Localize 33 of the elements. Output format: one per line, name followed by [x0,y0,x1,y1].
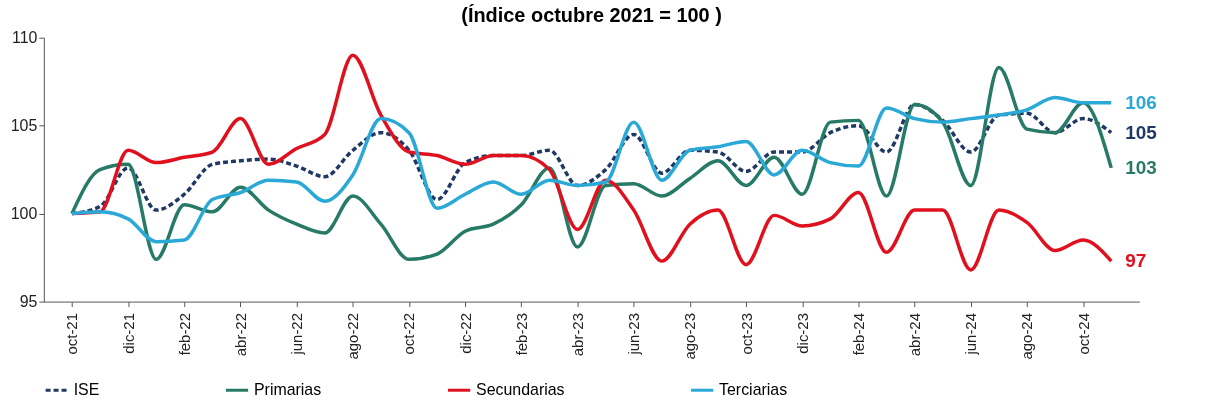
x-tick-label: ago-22 [344,313,362,360]
legend-label: Terciarias [719,381,788,399]
x-tick-label: feb-24 [849,313,867,356]
x-tick-label: ago-23 [681,313,699,360]
chart-title: (Índice octubre 2021 = 100 ) [461,3,722,26]
x-tick-label: feb-23 [512,313,530,356]
y-tick-label: 110 [11,29,38,47]
x-tick-label: oct-22 [400,313,418,355]
line-series [70,95,1113,244]
data-label: 106 [1125,91,1157,113]
x-tick-label: abr-24 [906,313,924,357]
x-tick-label: jun-22 [288,313,306,356]
x-tick-label: dic-21 [119,313,137,354]
x-tick-label: abr-23 [569,313,586,357]
x-tick-label: jun-23 [625,313,643,356]
y-tick-label: 95 [19,293,38,311]
x-tick-label: oct-23 [737,313,755,355]
x-tick-label: dic-23 [793,313,811,354]
x-tick-label: oct-21 [63,313,81,355]
x-tick-label: abr-22 [231,313,249,357]
x-tick-label: oct-24 [1074,313,1092,355]
data-label: 103 [1125,156,1157,178]
y-tick-label: 100 [10,205,38,223]
legend-label: Secundarias [476,381,565,399]
legend-label: ISE [73,381,100,399]
data-label: 105 [1125,121,1157,143]
x-tick-label: dic-22 [456,313,474,354]
legend-label: Primarias [253,381,322,399]
x-tick-label: ago-24 [1018,313,1036,360]
x-tick-label: jun-24 [962,313,980,356]
data-label: 97 [1125,250,1147,272]
y-tick-label: 105 [10,117,38,135]
x-tick-label: feb-22 [175,313,193,356]
